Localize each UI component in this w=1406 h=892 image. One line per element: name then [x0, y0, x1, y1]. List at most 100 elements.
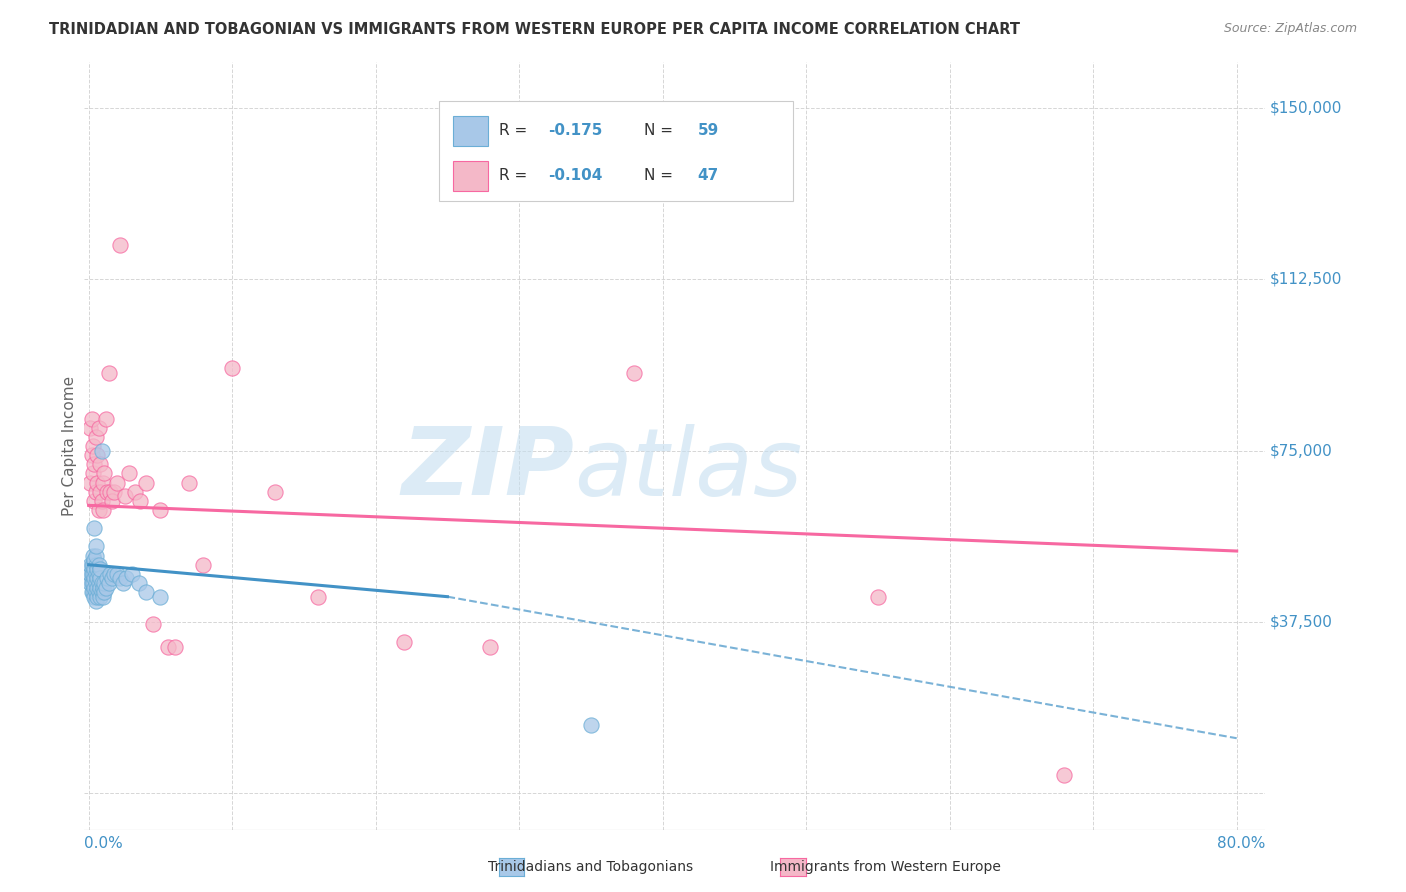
Point	[100, 493, 122, 508]
Point	[623, 366, 645, 380]
Point	[93, 585, 115, 599]
Point	[142, 617, 165, 632]
Text: atlas: atlas	[575, 424, 803, 515]
Point	[93, 467, 115, 481]
Point	[84, 566, 107, 581]
Point	[84, 484, 107, 499]
Point	[80, 411, 103, 425]
Text: -0.104: -0.104	[548, 168, 603, 183]
Text: R =: R =	[499, 123, 531, 138]
Point	[105, 566, 128, 581]
Point	[84, 540, 107, 554]
Point	[1053, 768, 1076, 782]
Point	[128, 576, 150, 591]
Point	[83, 521, 105, 535]
Point	[264, 484, 287, 499]
Point	[103, 484, 125, 499]
Point	[89, 590, 111, 604]
Point	[87, 421, 110, 435]
Point	[80, 566, 103, 581]
Point	[91, 503, 114, 517]
Point	[91, 590, 114, 604]
Point	[79, 421, 101, 435]
Point	[110, 571, 132, 585]
Point	[87, 558, 110, 572]
Point	[80, 576, 103, 591]
Point	[94, 581, 117, 595]
Text: Immigrants from Western Europe: Immigrants from Western Europe	[770, 860, 1001, 874]
Point	[90, 585, 112, 599]
Point	[86, 571, 108, 585]
Point	[179, 475, 201, 490]
Point	[89, 562, 111, 576]
Point	[82, 585, 104, 599]
FancyBboxPatch shape	[453, 161, 488, 191]
Point	[307, 590, 329, 604]
Point	[86, 581, 108, 595]
Point	[100, 571, 122, 585]
Point	[84, 585, 107, 599]
Text: $112,500: $112,500	[1270, 272, 1343, 287]
Point	[149, 503, 172, 517]
Point	[121, 566, 143, 581]
Point	[193, 558, 215, 572]
Text: 47: 47	[697, 168, 718, 183]
Text: -0.175: -0.175	[548, 123, 603, 138]
Point	[479, 640, 502, 654]
Point	[82, 467, 104, 481]
Point	[82, 439, 104, 453]
Point	[83, 590, 105, 604]
Point	[86, 475, 108, 490]
Point	[82, 558, 104, 572]
Point	[135, 475, 157, 490]
Point	[103, 566, 125, 581]
Point	[87, 566, 110, 581]
Point	[87, 503, 110, 517]
Y-axis label: Per Capita Income: Per Capita Income	[62, 376, 77, 516]
Point	[86, 562, 108, 576]
Text: 80.0%: 80.0%	[1218, 837, 1265, 851]
Text: $37,500: $37,500	[1270, 615, 1333, 629]
Text: Source: ZipAtlas.com: Source: ZipAtlas.com	[1223, 22, 1357, 36]
Point	[156, 640, 179, 654]
Point	[129, 493, 152, 508]
Point	[82, 576, 104, 591]
Point	[82, 566, 104, 581]
Text: TRINIDADIAN AND TOBAGONIAN VS IMMIGRANTS FROM WESTERN EUROPE PER CAPITA INCOME C: TRINIDADIAN AND TOBAGONIAN VS IMMIGRANTS…	[49, 22, 1021, 37]
Point	[89, 571, 111, 585]
Point	[115, 571, 138, 585]
Point	[89, 581, 111, 595]
Point	[97, 366, 120, 380]
Point	[83, 562, 105, 576]
Text: 0.0%: 0.0%	[84, 837, 124, 851]
Point	[91, 581, 114, 595]
Point	[89, 484, 111, 499]
Text: Trinidadians and Tobagonians: Trinidadians and Tobagonians	[488, 860, 693, 874]
Point	[866, 590, 889, 604]
Text: N =: N =	[644, 168, 678, 183]
Text: R =: R =	[499, 168, 531, 183]
Point	[83, 493, 105, 508]
FancyBboxPatch shape	[453, 116, 488, 145]
Point	[114, 489, 136, 503]
Point	[80, 558, 103, 572]
Point	[87, 576, 110, 591]
Point	[79, 566, 101, 581]
Point	[98, 484, 121, 499]
Point	[79, 475, 101, 490]
Point	[93, 576, 115, 591]
Point	[79, 558, 101, 572]
Point	[89, 457, 111, 471]
Point	[83, 571, 105, 585]
Point	[112, 576, 135, 591]
Point	[90, 493, 112, 508]
Point	[118, 467, 141, 481]
Point	[84, 594, 107, 608]
Point	[80, 448, 103, 462]
Point	[84, 549, 107, 563]
Point	[221, 361, 243, 376]
Text: N =: N =	[644, 123, 678, 138]
Point	[135, 585, 157, 599]
Point	[84, 558, 107, 572]
Point	[105, 475, 128, 490]
